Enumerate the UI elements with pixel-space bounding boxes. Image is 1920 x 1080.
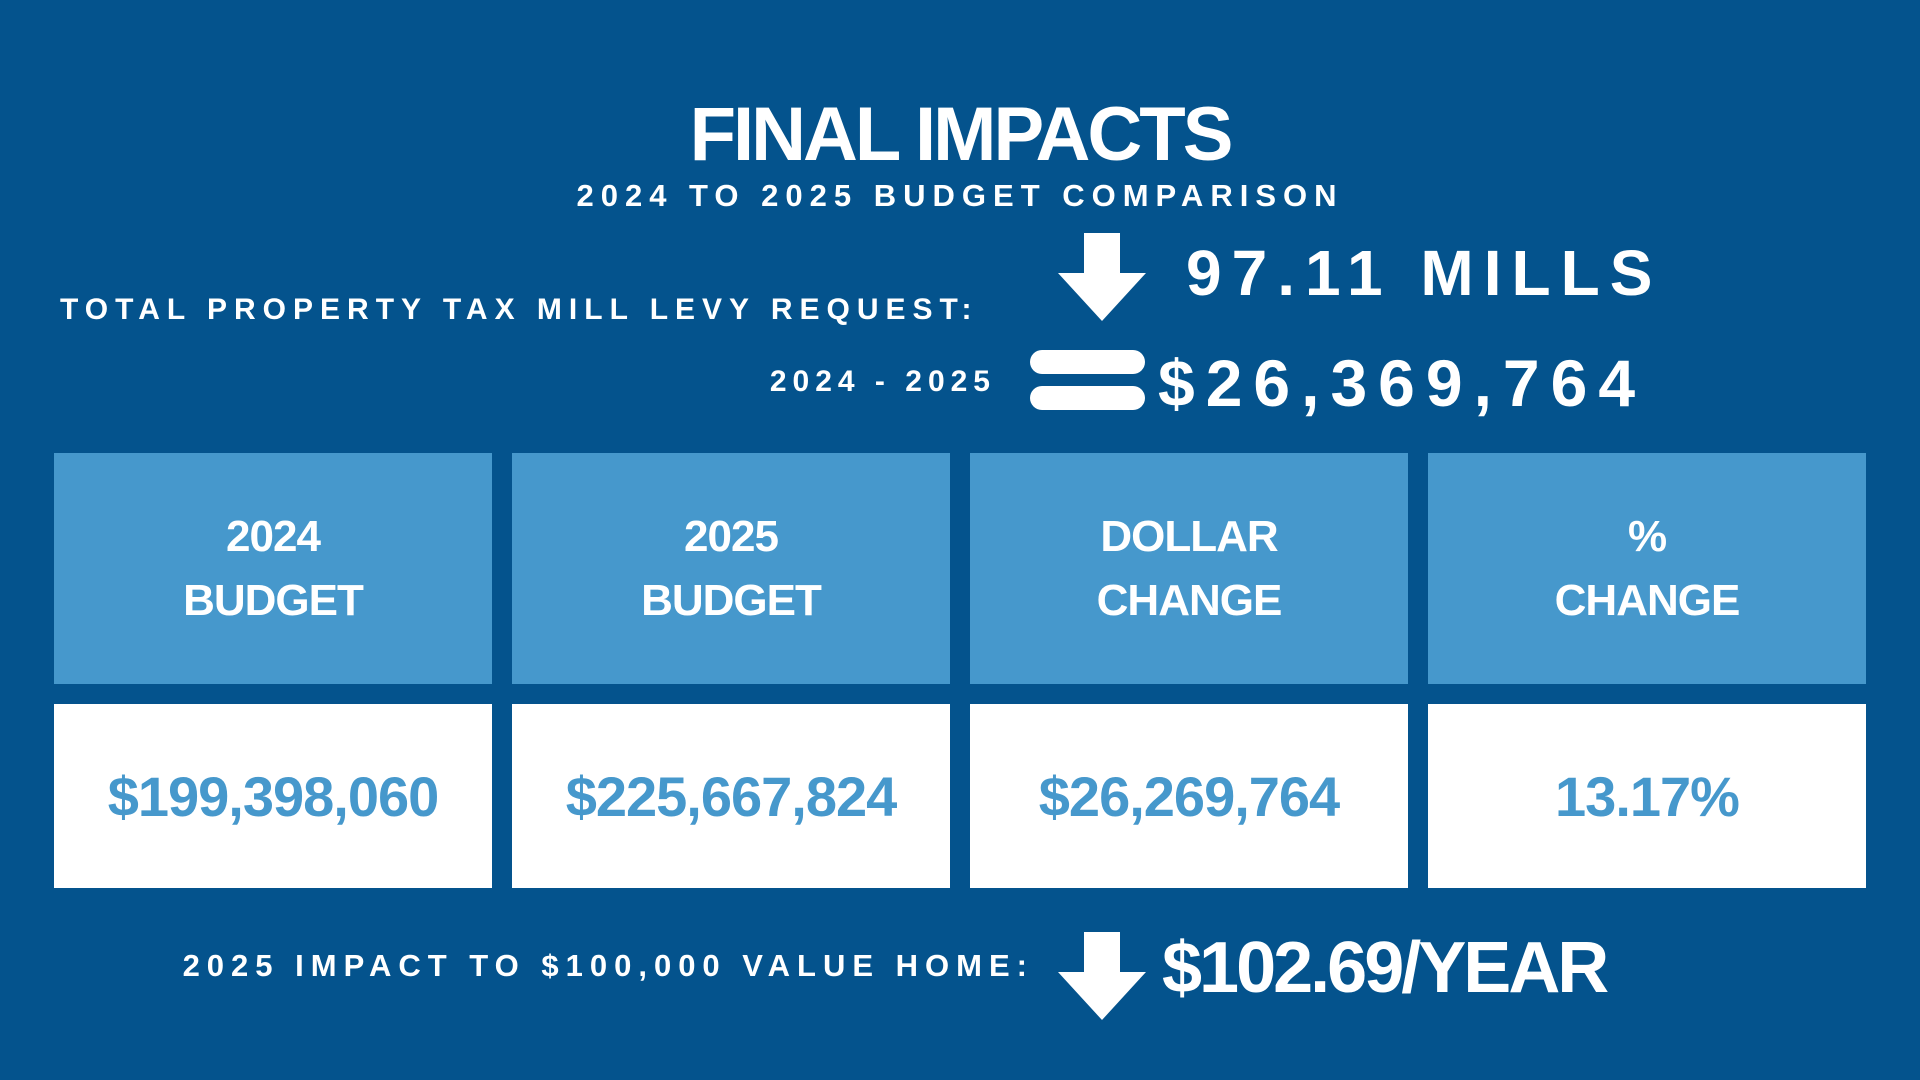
header-line: DOLLAR: [1100, 511, 1278, 561]
header-line: CHANGE: [1554, 575, 1741, 625]
mill-levy-value: 97.11 MILLS: [1186, 237, 1663, 309]
arrow-down-icon: [1058, 932, 1146, 1020]
header-line: BUDGET: [641, 575, 822, 625]
home-impact-label: 2025 IMPACT TO $100,000 VALUE HOME:: [182, 948, 1034, 983]
page-subtitle: 2024 TO 2025 BUDGET COMPARISON: [576, 178, 1344, 213]
header-cell-2024-budget: 2024 BUDGET: [54, 453, 492, 684]
home-impact-value: $102.69/YEAR: [1162, 928, 1609, 1008]
arrow-down-icon: [1058, 233, 1146, 321]
header-cell-dollar-change: DOLLAR CHANGE: [970, 453, 1408, 684]
mill-levy-label: TOTAL PROPERTY TAX MILL LEVY REQUEST:: [60, 293, 979, 326]
value-cell-percent-change: 13.17%: [1428, 704, 1866, 888]
header-cell-2025-budget: 2025 BUDGET: [512, 453, 950, 684]
years-label: 2024 - 2025: [769, 365, 996, 398]
header-line: CHANGE: [1096, 575, 1283, 625]
header-line: BUDGET: [183, 575, 364, 625]
levy-amount: $26,369,764: [1158, 346, 1647, 420]
value-cell-dollar-change: $26,269,764: [970, 704, 1408, 888]
header-cell-percent-change: % CHANGE: [1428, 453, 1866, 684]
table-header-row: 2024 BUDGET 2025 BUDGET DOLLAR CHANGE % …: [54, 453, 1866, 684]
equals-icon: [1030, 350, 1145, 410]
page-title: FINAL IMPACTS: [689, 92, 1234, 177]
header-line: 2025: [684, 511, 779, 561]
header-line: 2024: [226, 511, 321, 561]
value-cell-2024-budget: $199,398,060: [54, 704, 492, 888]
value-cell-2025-budget: $225,667,824: [512, 704, 950, 888]
header-line: %: [1627, 511, 1667, 561]
table-value-row: $199,398,060 $225,667,824 $26,269,764 13…: [54, 704, 1866, 888]
